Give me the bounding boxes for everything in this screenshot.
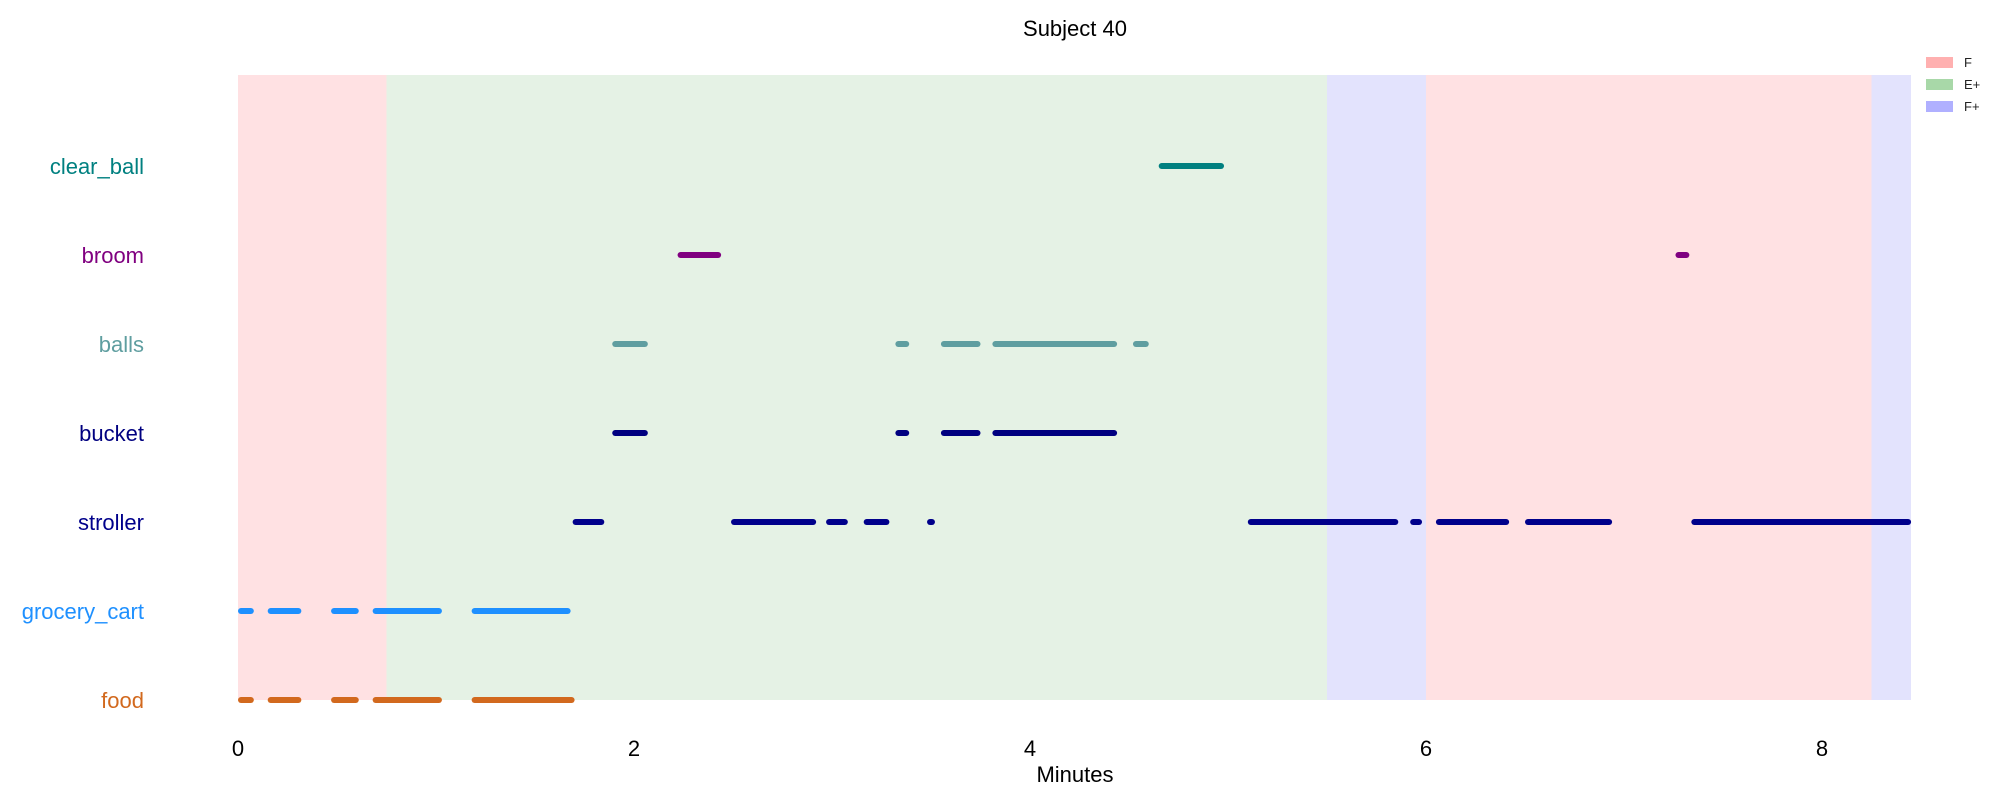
legend-label-1: E+: [1964, 77, 1980, 92]
y-label-clear_ball: clear_ball: [50, 154, 144, 179]
chart-title: Subject 40: [1023, 16, 1127, 41]
x-tick-6: 6: [1420, 736, 1432, 761]
phase-band-0: [238, 75, 387, 700]
y-label-balls: balls: [99, 332, 144, 357]
x-tick-8: 8: [1816, 736, 1828, 761]
phase-band-1: [386, 75, 1327, 700]
legend-swatch-1: [1926, 79, 1953, 90]
x-axis-label: Minutes: [1036, 762, 1113, 787]
legend-swatch-0: [1926, 57, 1953, 68]
legend: F E+ F+: [1926, 55, 1980, 114]
phase-band-4: [1871, 75, 1911, 700]
phase-band-3: [1426, 75, 1872, 700]
legend-label-2: F+: [1964, 99, 1980, 114]
x-tick-4: 4: [1024, 736, 1036, 761]
interval-bars: [238, 163, 1912, 703]
x-tick-2: 2: [628, 736, 640, 761]
legend-label-0: F: [1964, 55, 1972, 70]
phase-band-2: [1327, 75, 1426, 700]
y-label-bucket: bucket: [79, 421, 144, 446]
x-axis-ticks: 0 2 4 6 8: [232, 736, 1828, 761]
y-label-broom: broom: [82, 243, 144, 268]
y-label-food: food: [101, 688, 144, 713]
y-label-grocery_cart: grocery_cart: [22, 599, 144, 624]
phase-bands: [238, 75, 1911, 700]
x-tick-0: 0: [232, 736, 244, 761]
y-label-stroller: stroller: [78, 510, 144, 535]
legend-swatch-2: [1926, 101, 1953, 112]
